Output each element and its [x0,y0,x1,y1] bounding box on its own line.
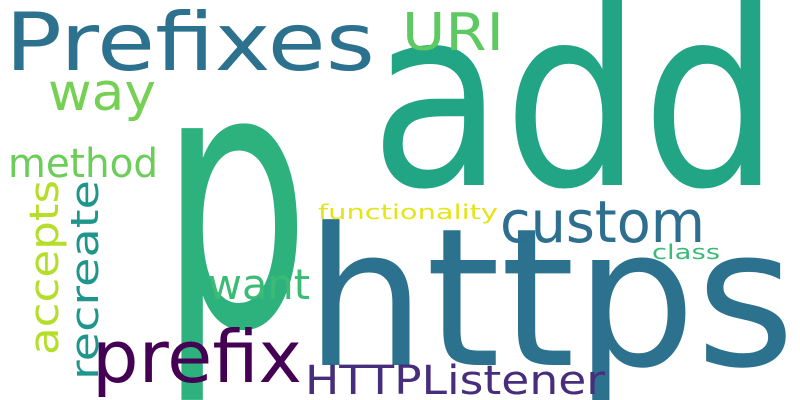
word-class: class [652,240,720,264]
word-accepts: accepts [22,180,68,355]
word-uri: URI [402,3,504,63]
word-httplistener: HTTPListener [305,358,606,400]
word-way: way [48,63,156,123]
word-p: p [160,0,310,400]
word-functionality: functionality [318,200,498,224]
word-prefix: prefix [92,315,302,399]
word-prefixes: Prefixes [5,0,375,89]
word-recreate: recreate [63,180,107,380]
word-https: https [305,188,795,400]
word-add: add [370,0,780,244]
word-method: method [8,141,158,187]
word-want: want [208,260,310,309]
word-custom: custom [500,188,705,256]
